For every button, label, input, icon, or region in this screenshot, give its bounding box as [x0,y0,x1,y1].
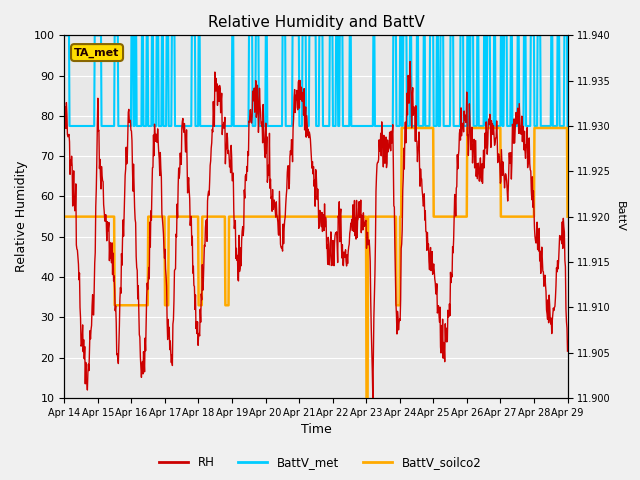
Y-axis label: Relative Humidity: Relative Humidity [15,161,28,272]
Legend: RH, BattV_met, BattV_soilco2: RH, BattV_met, BattV_soilco2 [154,452,486,474]
Y-axis label: BattV: BattV [615,201,625,232]
Text: TA_met: TA_met [74,48,120,58]
X-axis label: Time: Time [301,423,332,436]
Title: Relative Humidity and BattV: Relative Humidity and BattV [207,15,424,30]
